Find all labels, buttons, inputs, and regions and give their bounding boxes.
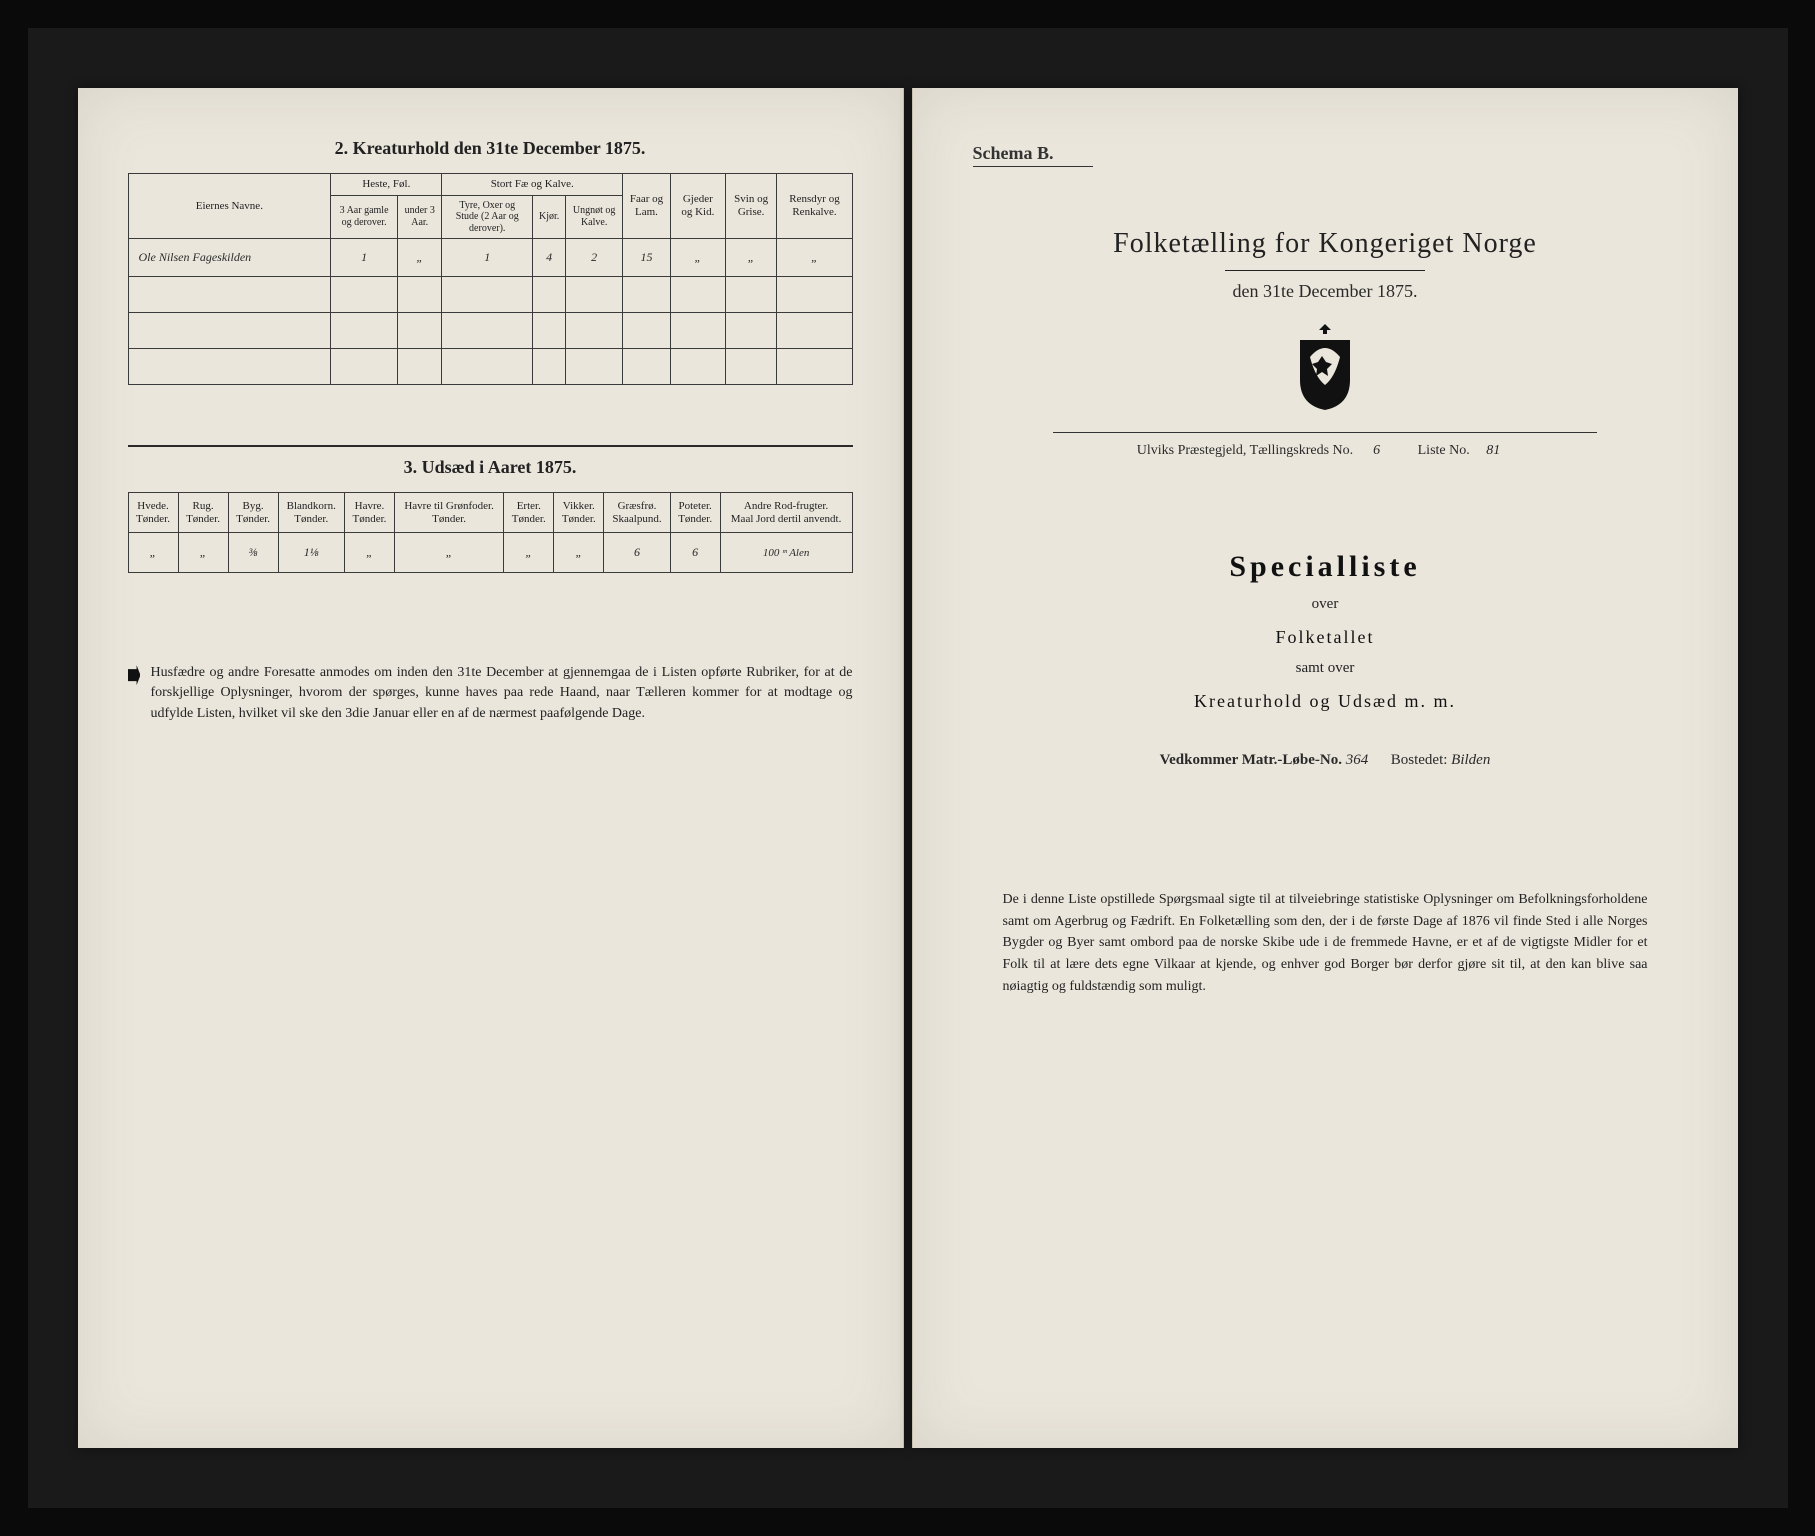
cell: „ [344, 533, 394, 573]
col-gjeder: Gjeder og Kid. [670, 174, 725, 239]
colgroup-storfe: Stort Fæ og Kalve. [442, 174, 623, 196]
col-svin: Svin og Grise. [725, 174, 777, 239]
col-rensdyr: Rensdyr og Renkalve. [777, 174, 852, 239]
cell: „ [504, 533, 554, 573]
cell: 4 [533, 239, 566, 277]
matr-line: Vedkommer Matr.-Løbe-No. 364 Bostedet: B… [963, 752, 1688, 769]
footnote-text: Husfædre og andre Foresatte anmodes om i… [150, 663, 852, 724]
date-line: den 31te December 1875. [963, 281, 1688, 302]
cell: 1⅛ [278, 533, 344, 573]
col-blandkorn: Blandkorn.Tønder. [278, 493, 344, 533]
table-kreaturhold: Eiernes Navne. Heste, Føl. Stort Fæ og K… [128, 173, 853, 385]
over-label: over [963, 596, 1688, 613]
right-footnote: De i denne Liste opstillede Spørgsmaal s… [1003, 889, 1648, 997]
cell-name: Ole Nilsen Fageskilden [128, 239, 331, 277]
cell: 1 [331, 239, 398, 277]
kreatur-label: Kreaturhold og Udsæd m. m. [963, 691, 1688, 712]
section2-title: 2. Kreaturhold den 31te December 1875. [128, 138, 853, 159]
col-hvede: Hvede.Tønder. [128, 493, 178, 533]
cell: „ [670, 239, 725, 277]
samt-over-label: samt over [963, 660, 1688, 677]
col-havre: Havre.Tønder. [344, 493, 394, 533]
bostedet-label: Bostedet: [1391, 752, 1448, 768]
sub-stor-1: Tyre, Oxer og Stude (2 Aar og derover). [442, 195, 533, 239]
matr-label: Vedkommer Matr.-Løbe-No. [1160, 752, 1342, 768]
left-footnote: Husfædre og andre Foresatte anmodes om i… [128, 663, 853, 724]
colgroup-heste: Heste, Føl. [331, 174, 442, 196]
col-rug: Rug.Tønder. [178, 493, 228, 533]
kreds-prefix: Ulviks Præstegjeld, Tællingskreds No. [1137, 443, 1353, 458]
col-havre-gron: Havre til Grønfoder.Tønder. [394, 493, 503, 533]
sub-stor-3: Ungnøt og Kalve. [566, 195, 623, 239]
col-byg: Byg.Tønder. [228, 493, 278, 533]
page-right: Schema B. Folketælling for Kongeriget No… [912, 88, 1738, 1448]
cell: „ [128, 533, 178, 573]
table-row [128, 313, 852, 349]
cell: ⅜ [228, 533, 278, 573]
col-erter: Erter.Tønder. [504, 493, 554, 533]
cell: „ [394, 533, 503, 573]
section3-title: 3. Udsæd i Aaret 1875. [128, 457, 853, 478]
cell: 6 [604, 533, 670, 573]
cell: 1 [442, 239, 533, 277]
col-faar: Faar og Lam. [623, 174, 671, 239]
cell: „ [777, 239, 852, 277]
table-row: Ole Nilsen Fageskilden 1 „ 1 4 2 15 „ „ … [128, 239, 852, 277]
col-poteter: Poteter.Tønder. [670, 493, 720, 533]
bostedet-value: Bilden [1451, 752, 1490, 768]
divider [128, 445, 853, 447]
table-row [128, 277, 852, 313]
table-udsaed: Hvede.Tønder. Rug.Tønder. Byg.Tønder. Bl… [128, 492, 853, 573]
liste-label: Liste No. [1418, 443, 1470, 458]
coat-of-arms-icon [1290, 322, 1360, 412]
cell: „ [178, 533, 228, 573]
liste-no: 81 [1473, 443, 1513, 460]
sub-heste-1: 3 Aar gamle og derover. [331, 195, 398, 239]
kreds-line: Ulviks Præstegjeld, Tællingskreds No. 6 … [1053, 432, 1597, 460]
main-title: Folketælling for Kongeriget Norge [963, 228, 1688, 260]
matr-no: 364 [1346, 752, 1369, 768]
cell: 100 ᵐ Alen [720, 533, 852, 573]
table-row: „ „ ⅜ 1⅛ „ „ „ „ 6 6 100 ᵐ Alen [128, 533, 852, 573]
cell: „ [554, 533, 604, 573]
folketallet-label: Folketallet [963, 627, 1688, 648]
col-eiernes-navne: Eiernes Navne. [128, 174, 331, 239]
sub-heste-2: under 3 Aar. [397, 195, 442, 239]
cell: 15 [623, 239, 671, 277]
title-rule [1225, 270, 1425, 271]
page-left: 2. Kreaturhold den 31te December 1875. E… [78, 88, 904, 1448]
col-vikker: Vikker.Tønder. [554, 493, 604, 533]
specialliste-title: Specialliste [963, 550, 1688, 584]
col-andre: Andre Rod-frugter.Maal Jord dertil anven… [720, 493, 852, 533]
col-grasfro: Græsfrø.Skaalpund. [604, 493, 670, 533]
scan-frame: 2. Kreaturhold den 31te December 1875. E… [28, 28, 1788, 1508]
kreds-no: 6 [1357, 443, 1397, 460]
cell: „ [725, 239, 777, 277]
cell: 2 [566, 239, 623, 277]
cell: 6 [670, 533, 720, 573]
table-row [128, 349, 852, 385]
sub-stor-2: Kjør. [533, 195, 566, 239]
pointing-hand-icon [128, 665, 141, 685]
schema-label: Schema B. [973, 143, 1093, 167]
cell: „ [397, 239, 442, 277]
